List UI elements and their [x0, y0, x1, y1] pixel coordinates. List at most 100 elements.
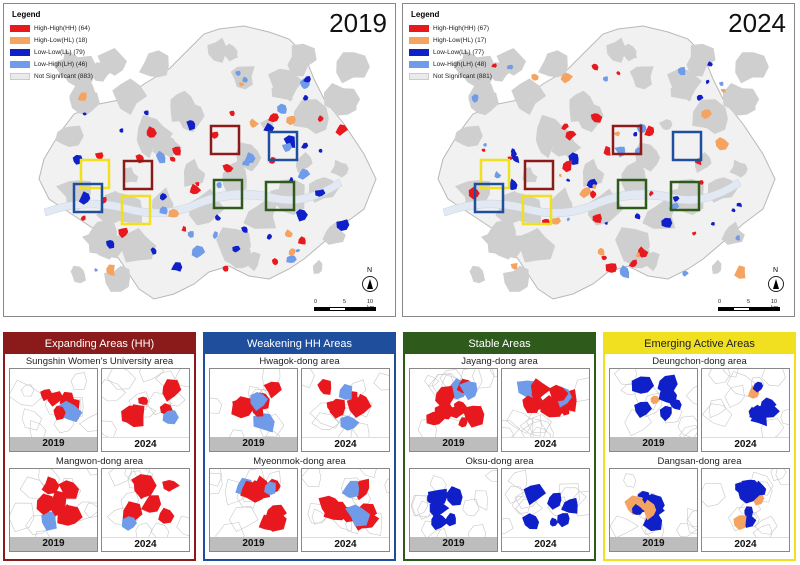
cluster-polygon [750, 408, 767, 427]
legend: Legend High-High(HH) (64) High-Low(HL) (… [10, 10, 120, 82]
cluster-polygon [458, 417, 468, 428]
legend-label: Not Significant (883) [34, 72, 93, 80]
cluster-polygon [643, 499, 657, 521]
cluster-polygon [46, 391, 64, 407]
parcel-outline [424, 374, 440, 387]
area-thumbnail: 2024 [701, 368, 790, 452]
parcel-outline [750, 376, 765, 392]
urban-patch [453, 58, 476, 74]
parcel-outline [107, 369, 137, 390]
focus-area-box [264, 180, 296, 212]
area-thumbnail: 2024 [501, 468, 590, 552]
urban-patch [70, 265, 86, 284]
parcel-outline [474, 490, 488, 511]
map-year-label: 2024 [728, 8, 786, 38]
cluster-polygon [297, 168, 311, 180]
urban-patch [123, 167, 139, 183]
cluster-polygon [335, 124, 348, 136]
parcel-outline [302, 469, 322, 487]
legend: Legend High-High(HH) (67) High-Low(HL) (… [409, 10, 519, 82]
thumb-year-label: 2024 [702, 537, 789, 551]
urban-patch [694, 152, 712, 173]
cluster-polygon [106, 264, 115, 276]
cluster-polygon [237, 402, 250, 415]
cluster-polygon [283, 135, 296, 148]
urban-patch [686, 43, 716, 77]
focus-area-box [72, 182, 104, 214]
area-title: Mangwon-dong area [55, 456, 144, 467]
cluster-polygon [631, 376, 655, 394]
cluster-polygon [315, 189, 326, 197]
cluster-polygon [592, 184, 597, 189]
parcel-outline [102, 420, 117, 439]
urban-patch [511, 78, 547, 115]
parcel-outline [722, 369, 739, 378]
north-label: N [773, 267, 779, 274]
cluster-polygon [58, 480, 79, 499]
cluster-polygon [187, 231, 194, 238]
thumb-year-label: 2019 [10, 437, 97, 451]
area-block: Jayang-dong area 2019 2024 [405, 355, 594, 452]
focus-area-box [479, 158, 511, 190]
cluster-polygon [106, 240, 115, 249]
legend-swatch-ll [409, 48, 429, 56]
focus-area-box [209, 124, 241, 156]
cluster-polygon [648, 191, 654, 197]
focus-area-box [611, 124, 643, 156]
cluster-polygon [547, 492, 562, 510]
seoul-map-2019 [38, 25, 377, 300]
cluster-polygon [566, 217, 570, 222]
parcel-outline [502, 427, 515, 439]
focus-area-box [212, 178, 244, 210]
thumb-year-label: 2024 [702, 437, 789, 451]
cluster-polygon [550, 517, 558, 527]
thumb-year-label: 2024 [502, 537, 589, 551]
cluster-polygon [483, 143, 487, 147]
cluster-polygon [77, 92, 87, 101]
parcel-outline [311, 412, 340, 430]
cluster-polygon [271, 258, 279, 266]
legend-label: High-High(HH) (64) [34, 24, 90, 32]
cluster-polygon [634, 213, 641, 220]
parcel-outline [373, 372, 389, 391]
section-stable-areas: Stable Areas Jayang-dong area 2019 2024 … [403, 332, 596, 561]
area-thumbnail: 2024 [301, 468, 390, 552]
map-year-label: 2019 [329, 8, 387, 38]
legend-item: Low-Low(LL) (79) [10, 46, 120, 58]
legend-label: High-Low(HL) (17) [433, 36, 487, 44]
urban-patch [54, 58, 77, 74]
cluster-polygon [266, 233, 272, 240]
cluster-polygon [338, 383, 353, 400]
cluster-polygon [194, 181, 200, 186]
parcel-outline [708, 369, 731, 385]
parcel-outline [210, 472, 223, 495]
cluster-polygon [597, 247, 605, 256]
cluster-polygon [286, 255, 297, 263]
north-arrow-icon: N [768, 267, 784, 292]
cluster-polygon [241, 226, 248, 233]
parcel-outline [265, 431, 281, 439]
cluster-polygon [171, 262, 183, 272]
cluster-polygon [94, 268, 99, 272]
cluster-polygon [562, 160, 573, 173]
area-thumbnail: 2019 [209, 368, 298, 452]
focus-area-box [523, 159, 555, 191]
urban-patch [535, 135, 556, 159]
urban-patch [243, 200, 278, 229]
legend-swatch-lh [10, 60, 30, 68]
cluster-polygon [435, 385, 455, 408]
cluster-polygon [246, 480, 266, 503]
parcel-outline [70, 372, 87, 391]
cluster-polygon [296, 209, 308, 222]
map-panel-2024: 2024 Legend High-High(HH) (67) High-Low(… [402, 3, 795, 317]
cluster-polygon [160, 193, 168, 201]
legend-swatch-ns [10, 72, 30, 80]
cluster-polygon [303, 76, 311, 83]
cluster-polygon [119, 128, 124, 133]
parcel-outline [685, 385, 697, 405]
urban-patch [293, 99, 329, 134]
urban-patch [268, 68, 303, 102]
cluster-polygon [591, 63, 599, 71]
cluster-polygon [158, 507, 175, 524]
